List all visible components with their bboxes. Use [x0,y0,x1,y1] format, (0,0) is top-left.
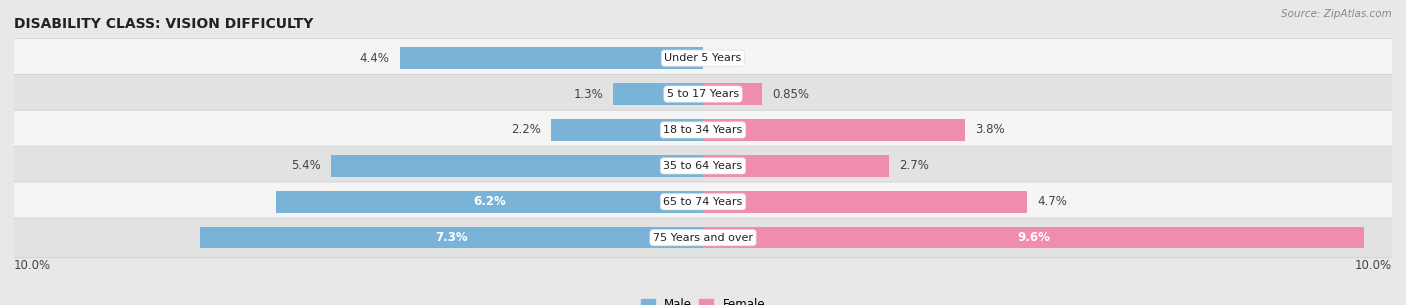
Text: 10.0%: 10.0% [14,259,51,272]
Text: 6.2%: 6.2% [472,195,506,208]
Bar [703,227,1364,249]
Bar [276,191,703,213]
Text: Source: ZipAtlas.com: Source: ZipAtlas.com [1281,9,1392,19]
FancyBboxPatch shape [8,182,1398,221]
Text: 65 to 74 Years: 65 to 74 Years [664,197,742,207]
Text: 3.8%: 3.8% [976,124,1005,136]
Bar [330,155,703,177]
Text: 2.7%: 2.7% [900,160,929,172]
FancyBboxPatch shape [8,146,1398,186]
Bar [703,191,1026,213]
FancyBboxPatch shape [8,38,1398,78]
Text: Under 5 Years: Under 5 Years [665,53,741,63]
Bar [200,227,703,249]
Text: 0.85%: 0.85% [772,88,808,101]
Text: 1.3%: 1.3% [574,88,603,101]
Bar [551,119,703,141]
Bar [703,155,889,177]
Text: 9.6%: 9.6% [1018,231,1050,244]
Bar [703,83,762,105]
Text: DISABILITY CLASS: VISION DIFFICULTY: DISABILITY CLASS: VISION DIFFICULTY [14,17,314,31]
Bar [613,83,703,105]
Text: 7.3%: 7.3% [436,231,468,244]
FancyBboxPatch shape [8,110,1398,150]
Text: 35 to 64 Years: 35 to 64 Years [664,161,742,171]
Text: 75 Years and over: 75 Years and over [652,233,754,243]
Text: 10.0%: 10.0% [1355,259,1392,272]
Bar [399,47,703,69]
Text: 18 to 34 Years: 18 to 34 Years [664,125,742,135]
Legend: Male, Female: Male, Female [636,293,770,305]
Text: 4.7%: 4.7% [1038,195,1067,208]
Text: 0.0%: 0.0% [713,52,742,65]
Text: 2.2%: 2.2% [512,124,541,136]
Text: 5 to 17 Years: 5 to 17 Years [666,89,740,99]
Text: 5.4%: 5.4% [291,160,321,172]
Text: 4.4%: 4.4% [360,52,389,65]
FancyBboxPatch shape [8,218,1398,257]
FancyBboxPatch shape [8,74,1398,114]
Bar [703,119,965,141]
